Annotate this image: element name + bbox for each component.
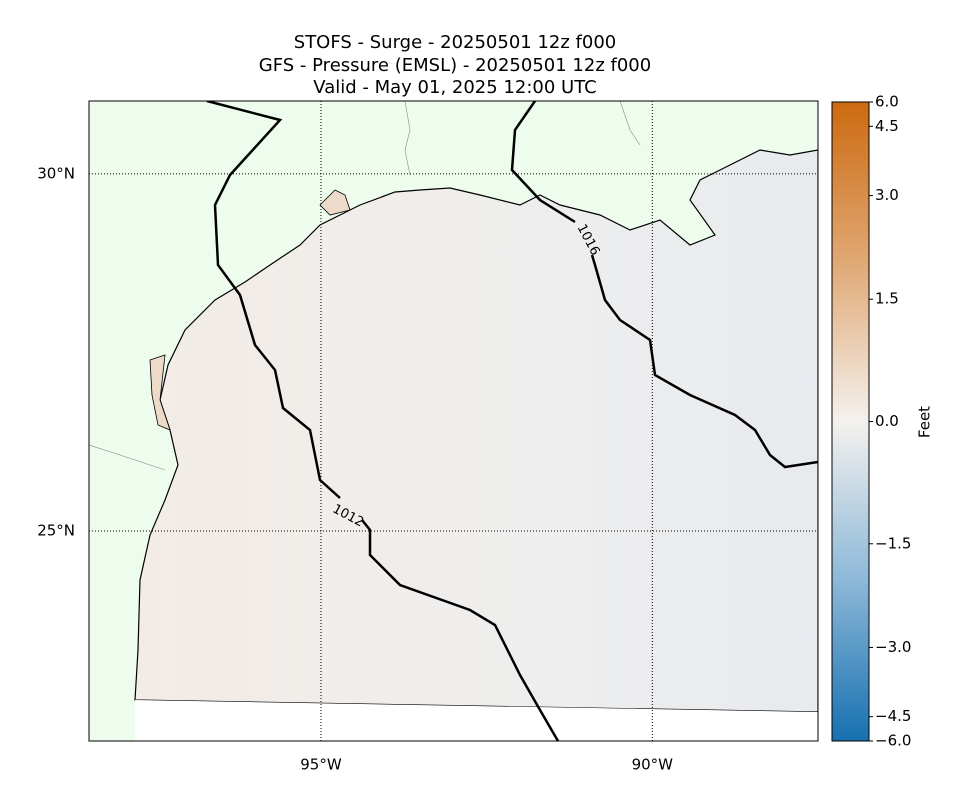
x-tick-label: 95°W <box>300 756 342 774</box>
title-line: GFS - Pressure (EMSL) - 20250501 12z f00… <box>259 55 651 76</box>
title-line: Valid - May 01, 2025 12:00 UTC <box>313 77 596 98</box>
colorbar-tick-label: 4.5 <box>875 117 899 135</box>
river <box>89 101 641 471</box>
colorbar-tick-label: −6.0 <box>875 732 911 750</box>
sea <box>134 149 818 713</box>
map-frame <box>88 100 819 742</box>
map-area <box>89 101 818 741</box>
colorbar <box>831 101 870 742</box>
colorbar-tick-label: 0.0 <box>875 412 899 430</box>
colorbar-tick-label: 3.0 <box>875 186 899 204</box>
x-tick-label: 90°W <box>632 756 674 774</box>
colorbar-tick-label: −4.5 <box>875 707 911 725</box>
isobar <box>510 101 818 469</box>
colorbar-tick-label: −1.5 <box>875 534 911 552</box>
bay <box>149 189 351 431</box>
no-data <box>135 700 818 741</box>
y-tick-label: 25°N <box>37 522 75 540</box>
title-line: STOFS - Surge - 20250501 12z f000 <box>294 32 616 53</box>
y-tick-label: 30°N <box>37 164 75 182</box>
colorbar-tick-label: 6.0 <box>875 93 899 111</box>
isobar <box>206 101 560 741</box>
colorbar-tick-label: 1.5 <box>875 290 899 308</box>
colorbar-tick-label: −3.0 <box>875 638 911 656</box>
colorbar-label: Feet <box>916 406 934 438</box>
